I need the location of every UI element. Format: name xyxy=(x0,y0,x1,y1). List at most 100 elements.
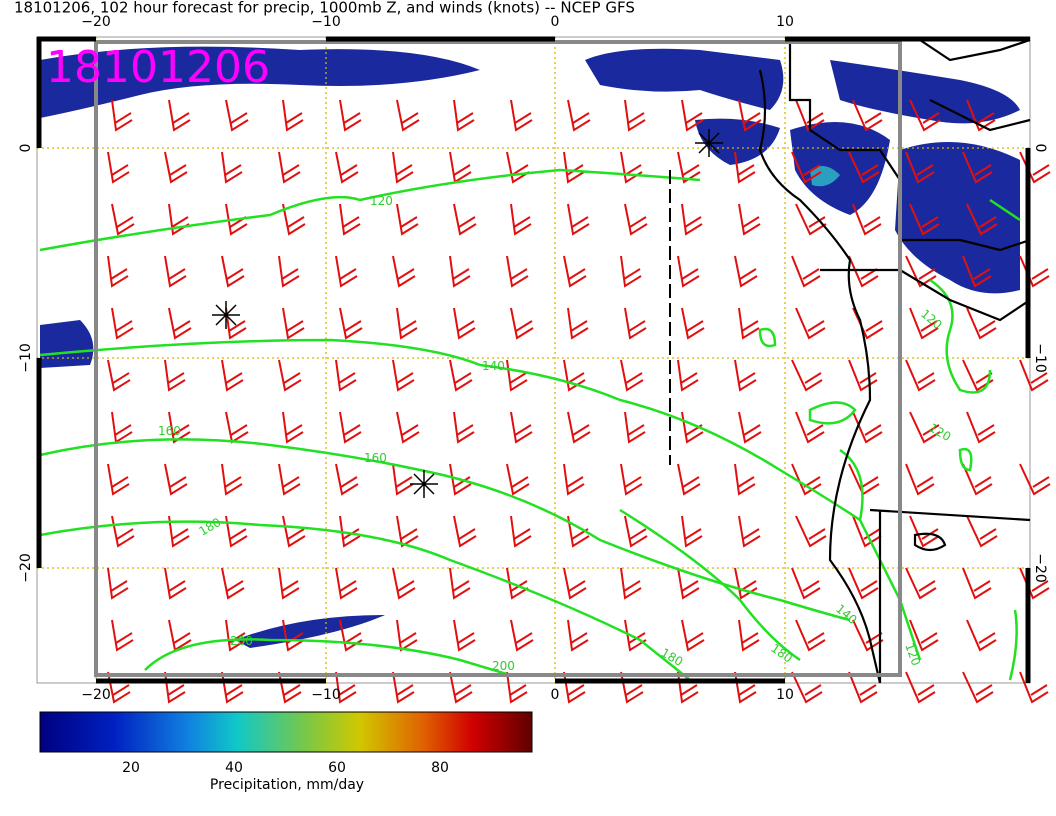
grid-lines xyxy=(37,37,1030,683)
wind-barb xyxy=(791,359,823,392)
wind-barb xyxy=(966,307,997,340)
title: 18101206, 102 hour forecast for precip, … xyxy=(14,0,635,17)
wind-barb xyxy=(339,203,361,236)
wind-barb xyxy=(396,203,419,236)
wind-barb xyxy=(567,411,591,444)
wind-barb xyxy=(795,411,825,444)
wind-barb xyxy=(453,411,475,444)
wind-barb xyxy=(396,99,420,132)
wind-barb xyxy=(278,463,301,496)
wind-barb xyxy=(453,307,476,340)
wind-barb xyxy=(909,203,940,236)
wind-barb xyxy=(738,411,762,444)
right-label: 0 xyxy=(1032,144,1048,153)
wind-barb xyxy=(620,359,644,392)
wind-barb xyxy=(734,151,756,184)
wind-barb xyxy=(567,99,591,132)
wind-barb xyxy=(966,99,996,132)
wind-barb xyxy=(225,307,247,340)
colorbar-tick: 40 xyxy=(225,760,243,776)
wind-barb xyxy=(563,255,587,288)
right-label: −10 xyxy=(1032,343,1048,373)
wind-barb xyxy=(677,463,701,496)
wind-barb xyxy=(620,463,643,496)
wind-barb xyxy=(339,307,363,340)
wind-barb xyxy=(453,203,477,236)
wind-barb xyxy=(506,255,529,288)
wind-barb xyxy=(453,619,476,652)
wind-barb xyxy=(449,567,471,600)
wind-barb xyxy=(624,203,648,236)
wind-barb xyxy=(677,151,701,184)
wind-barb xyxy=(510,515,532,548)
wind-barb xyxy=(966,203,998,236)
wind-barb xyxy=(392,151,414,184)
wind-barb xyxy=(168,99,191,132)
wind-barb xyxy=(339,411,362,444)
wind-barb xyxy=(506,463,530,496)
wind-barbs xyxy=(107,99,1051,704)
wind-barb xyxy=(1019,671,1049,704)
colorbar-tick: 60 xyxy=(328,760,346,776)
contour-label: 140 xyxy=(482,359,505,373)
wind-barb xyxy=(111,203,135,236)
colorbar: 20 40 60 80 Precipitation, mm/day xyxy=(39,711,533,793)
bottom-label: −20 xyxy=(81,687,111,703)
wind-barb xyxy=(335,567,358,600)
wind-barb xyxy=(734,463,756,496)
wind-barb xyxy=(221,359,244,392)
wind-barb xyxy=(278,151,301,184)
contour-label: 160 xyxy=(158,424,181,438)
top-label: 0 xyxy=(551,14,560,30)
wind-barb xyxy=(677,567,700,600)
colorbar-scale xyxy=(39,711,533,753)
wind-barb xyxy=(791,671,823,704)
wind-barb xyxy=(966,515,998,548)
wind-barb xyxy=(392,255,416,288)
wind-barb xyxy=(567,203,590,236)
wind-barb xyxy=(107,567,129,600)
colorbar-label: Precipitation, mm/day xyxy=(210,777,364,793)
wind-barb xyxy=(738,307,760,340)
wind-barb xyxy=(107,255,129,288)
wind-barb xyxy=(339,99,362,132)
wind-barb xyxy=(449,255,471,288)
wind-barb xyxy=(225,619,247,652)
wind-barb xyxy=(905,567,937,600)
top-label: 10 xyxy=(776,14,794,30)
colorbar-tick: 20 xyxy=(122,760,140,776)
wind-barb xyxy=(164,463,188,496)
wind-barb xyxy=(510,307,534,340)
wind-barb xyxy=(278,359,302,392)
wind-barb xyxy=(1019,359,1049,392)
contour-label: 120 xyxy=(370,194,393,208)
bottom-label: 10 xyxy=(776,687,794,703)
left-label: −20 xyxy=(18,553,34,583)
wind-barb xyxy=(738,515,761,548)
wind-barb xyxy=(681,619,705,652)
markers xyxy=(212,129,723,498)
wind-barb xyxy=(107,463,130,496)
contour-label: 160 xyxy=(364,451,387,465)
wind-barb xyxy=(1019,567,1050,600)
wind-barb xyxy=(1019,255,1050,288)
left-label: 0 xyxy=(18,144,34,153)
wind-barb xyxy=(567,307,589,340)
wind-barb xyxy=(392,359,415,392)
date-stamp: 18101206 xyxy=(46,42,270,93)
wind-barb xyxy=(1019,151,1051,184)
wind-barb xyxy=(962,151,993,184)
wind-barb xyxy=(962,671,994,704)
wind-barb xyxy=(453,99,475,132)
wind-barb xyxy=(453,515,477,548)
wind-barb xyxy=(852,203,882,236)
bottom-label: −10 xyxy=(311,687,341,703)
wind-barb xyxy=(681,515,703,548)
wind-barb xyxy=(620,567,642,600)
wind-barb xyxy=(563,359,586,392)
wind-barb xyxy=(111,307,134,340)
wind-barb xyxy=(164,567,187,600)
wind-barb xyxy=(848,567,879,600)
wind-barb xyxy=(111,619,134,652)
wind-barb xyxy=(449,463,472,496)
